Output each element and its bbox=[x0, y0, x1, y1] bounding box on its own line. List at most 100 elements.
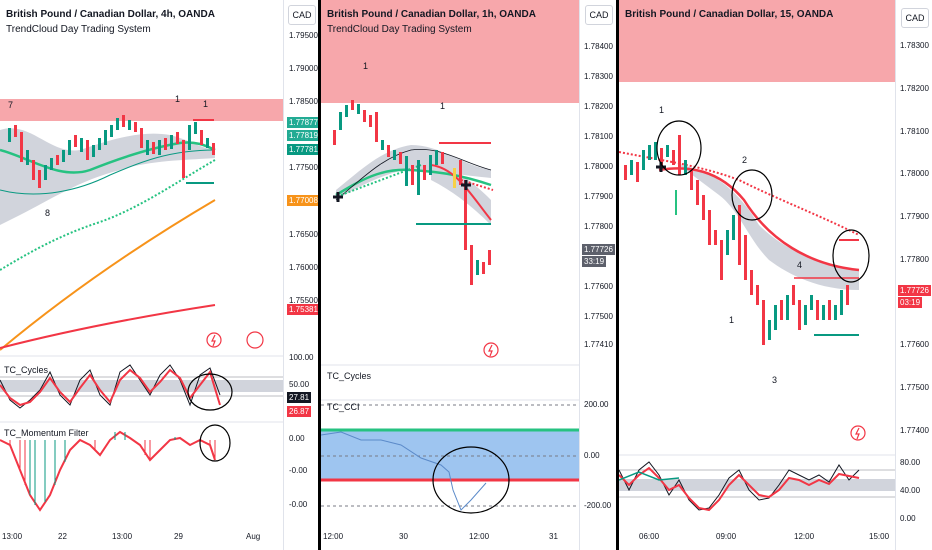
annotation: 1 bbox=[659, 105, 665, 115]
annotation: 1 bbox=[203, 99, 209, 109]
panel-divider[interactable] bbox=[318, 0, 321, 550]
chart-title: British Pound / Canadian Dollar, 4h, OAN… bbox=[6, 9, 215, 20]
time-tick: 12:00 bbox=[794, 532, 815, 541]
mom-tick: -0.00 bbox=[289, 500, 308, 509]
osc-tick: 100.00 bbox=[289, 353, 314, 362]
price-tick: 1.78500 bbox=[289, 97, 318, 106]
red-ma bbox=[0, 304, 216, 349]
indicator-label: TC_Cycles bbox=[4, 365, 49, 375]
resistance-zone bbox=[0, 99, 283, 121]
time-tick: 29 bbox=[174, 532, 183, 541]
time-tick: 31 bbox=[549, 532, 558, 541]
price-badge: 33:19 bbox=[582, 256, 607, 267]
osc-tick: 50.00 bbox=[289, 380, 310, 389]
indicator-label: TC_Momentum Filter bbox=[4, 428, 89, 438]
earnings-icon bbox=[246, 331, 264, 349]
annotation: 7 bbox=[8, 100, 14, 110]
price-badge: 1.77819 bbox=[287, 130, 318, 141]
time-tick: 12:00 bbox=[323, 532, 344, 541]
resistance-zone bbox=[321, 0, 579, 103]
resistance-zone bbox=[619, 0, 895, 82]
price-badge: 1.77877 bbox=[287, 117, 318, 128]
chart-canvas-1h[interactable] bbox=[321, 0, 616, 550]
price-tick: 1.78200 bbox=[584, 102, 613, 111]
candles-1h bbox=[333, 100, 491, 285]
currency-button[interactable]: CAD bbox=[901, 8, 929, 28]
price-tick: 1.77500 bbox=[900, 383, 929, 392]
price-scale[interactable]: CAD 1.79500 1.79000 1.78500 1.77500 1.76… bbox=[283, 0, 318, 550]
annotation: 3 bbox=[772, 375, 778, 385]
price-tick: 1.77410 bbox=[584, 340, 613, 349]
candles-15m bbox=[624, 135, 849, 345]
annotation: 8 bbox=[45, 208, 51, 218]
trailing-stop-line bbox=[0, 159, 216, 271]
chart-canvas-4h[interactable] bbox=[0, 0, 318, 550]
indicator-name: TrendCloud Day Trading System bbox=[6, 24, 151, 35]
price-badge: 1.77781 bbox=[287, 144, 318, 155]
currency-button[interactable]: CAD bbox=[288, 5, 316, 25]
price-tick: 1.77500 bbox=[584, 312, 613, 321]
annotation: 1 bbox=[729, 315, 735, 325]
price-tick: 1.77800 bbox=[584, 222, 613, 231]
price-tick: 1.78100 bbox=[900, 127, 929, 136]
time-tick: 06:00 bbox=[639, 532, 660, 541]
lightning-icon bbox=[850, 425, 866, 441]
lightning-icon bbox=[206, 332, 222, 348]
cci-tick: -200.00 bbox=[584, 501, 612, 510]
chart-panel-15m[interactable]: British Pound / Canadian Dollar, 15, OAN… bbox=[619, 0, 932, 550]
time-tick: 13:00 bbox=[2, 532, 23, 541]
orange-ma bbox=[0, 199, 216, 351]
time-tick: 15:00 bbox=[869, 532, 890, 541]
price-tick: 1.77600 bbox=[584, 282, 613, 291]
fast-ma-line bbox=[0, 141, 216, 174]
annotation: 1 bbox=[363, 61, 369, 71]
osc-band bbox=[0, 380, 283, 392]
price-scale[interactable]: CAD 1.78400 1.78300 1.78200 1.78100 1.78… bbox=[579, 0, 616, 550]
price-scale[interactable]: CAD 1.78300 1.78200 1.78100 1.78000 1.77… bbox=[895, 0, 932, 550]
price-tick: 1.78100 bbox=[584, 132, 613, 141]
time-tick: 09:00 bbox=[716, 532, 737, 541]
annotation: 1 bbox=[175, 94, 181, 104]
time-tick: 30 bbox=[399, 532, 408, 541]
price-tick: 1.78300 bbox=[900, 41, 929, 50]
osc-tick: 40.00 bbox=[900, 486, 921, 495]
price-tick: 1.78200 bbox=[900, 84, 929, 93]
trend-cloud bbox=[0, 128, 215, 225]
osc-badge: 27.81 bbox=[287, 392, 312, 403]
price-tick: 1.78400 bbox=[584, 42, 613, 51]
candles-4h bbox=[8, 115, 215, 188]
price-tick: 1.78000 bbox=[584, 162, 613, 171]
annotation: 2 bbox=[742, 155, 748, 165]
indicator-label: TC_Cycles bbox=[327, 371, 372, 381]
chart-title: British Pound / Canadian Dollar, 15, OAN… bbox=[625, 9, 834, 20]
price-tick: 1.77500 bbox=[289, 163, 318, 172]
price-tick: 1.78300 bbox=[584, 72, 613, 81]
annotation: 4 bbox=[797, 260, 803, 270]
indicator-label: TC_CCI bbox=[327, 402, 360, 412]
price-tick: 1.75500 bbox=[289, 296, 318, 305]
chart-canvas-15m[interactable] bbox=[619, 0, 932, 550]
time-tick: Aug bbox=[246, 532, 261, 541]
price-tick: 1.77800 bbox=[900, 255, 929, 264]
price-tick: 1.77900 bbox=[900, 212, 929, 221]
price-badge: 1.75381 bbox=[287, 304, 318, 315]
panel-divider[interactable] bbox=[616, 0, 619, 550]
mom-tick: 0.00 bbox=[289, 434, 305, 443]
price-badge: 03:19 bbox=[898, 297, 923, 308]
price-tick: 1.76500 bbox=[289, 230, 318, 239]
price-tick: 1.76000 bbox=[289, 263, 318, 272]
time-tick: 22 bbox=[58, 532, 67, 541]
annotation: 1 bbox=[440, 101, 446, 111]
osc-badge: 26.87 bbox=[287, 406, 312, 417]
osc-tick: 0.00 bbox=[900, 514, 916, 523]
chart-panel-1h[interactable]: British Pound / Canadian Dollar, 1h, OAN… bbox=[321, 0, 616, 550]
cci-tick: 200.00 bbox=[584, 400, 609, 409]
currency-button[interactable]: CAD bbox=[585, 5, 613, 25]
price-tick: 1.78000 bbox=[900, 169, 929, 178]
lightning-icon bbox=[483, 342, 499, 358]
chart-panel-4h[interactable]: British Pound / Canadian Dollar, 4h, OAN… bbox=[0, 0, 318, 550]
osc-tick: 80.00 bbox=[900, 458, 921, 467]
time-tick: 13:00 bbox=[112, 532, 133, 541]
price-badge: 1.77726 bbox=[898, 285, 931, 296]
chart-title: British Pound / Canadian Dollar, 1h, OAN… bbox=[327, 9, 536, 20]
